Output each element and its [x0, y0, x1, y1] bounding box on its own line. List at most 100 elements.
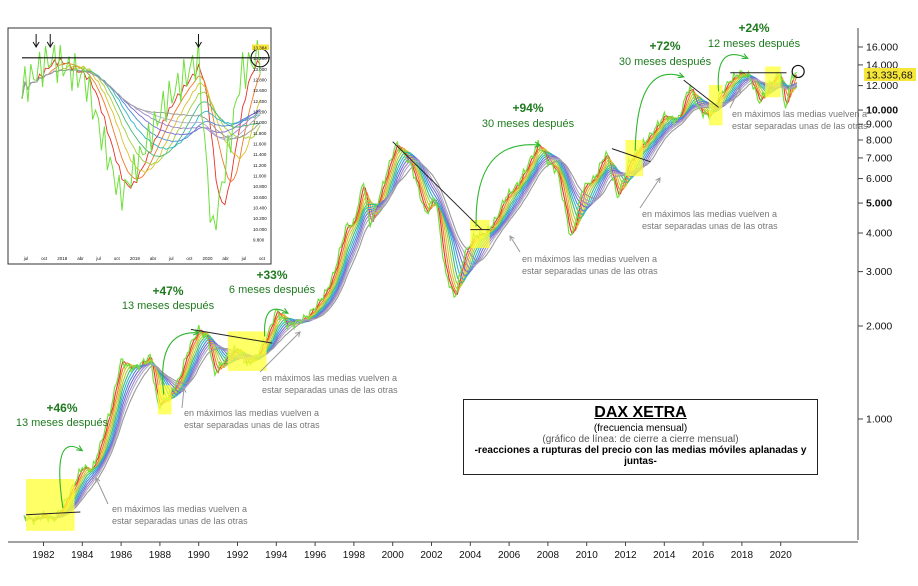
- inset-x-tick-11: 2020: [203, 256, 214, 261]
- note-arrow-1: [95, 477, 109, 505]
- inset-x-tick-5: jul: [95, 256, 101, 261]
- gain-duration-1: 13 meses después: [16, 417, 109, 429]
- note-arrow-6: [729, 87, 741, 109]
- y-tick-label-4: 10.000: [866, 105, 898, 117]
- chart-title: DAX XETRA: [594, 404, 687, 421]
- gain-label-5: +72%: [649, 39, 680, 53]
- gain-arc-4: [475, 144, 541, 227]
- x-tick-label-15: 2010: [576, 550, 599, 561]
- y-tick-label-1: 16.000: [866, 42, 898, 54]
- note-4-line2: estar separadas unas de las otras: [522, 266, 658, 276]
- x-tick-label-7: 1994: [265, 550, 288, 561]
- inset-x-tick-13: jul: [241, 256, 247, 261]
- note-arrow-head-4: [509, 235, 515, 242]
- price-series: [23, 69, 798, 525]
- chart-subtitle: (frecuencia mensual): [593, 423, 688, 434]
- inset-x-tick-4: abr: [77, 256, 84, 261]
- note-1-line1: en máximos las medias vuelven a: [112, 504, 247, 514]
- inset-last-value-bg: [252, 44, 269, 50]
- y-tick-label-5: 9.000: [866, 119, 892, 131]
- note-arrow-head-2: [180, 386, 187, 393]
- inset-x-tick-2: oct: [41, 256, 48, 261]
- gain-arc-head-2: [192, 329, 200, 336]
- note-5-line2: estar separadas unas de las otras: [642, 221, 778, 231]
- y-tick-label-13: 1.000: [866, 414, 892, 426]
- gain-duration-2: 13 meses después: [122, 300, 215, 312]
- inset-moving-average-11: [21, 69, 261, 140]
- inset-arrow-head-1: [32, 41, 40, 48]
- x-tick-label-4: 1988: [149, 550, 172, 561]
- gain-arc-head-5: [677, 72, 685, 79]
- gain-arc-1: [59, 445, 83, 509]
- inset-lines: [21, 34, 270, 231]
- inset-x-tick-6: oct: [114, 256, 121, 261]
- x-tick-label-10: 2000: [382, 550, 405, 561]
- chart-decorations: [26, 53, 805, 531]
- trendline-1: [26, 511, 81, 516]
- note-arrow-head-3: [295, 331, 301, 337]
- gain-arc-head-1: [76, 445, 84, 452]
- inset-y-axis: 13.384 13.200 13.000 12.800 12.600 12.400 12.2…: [252, 44, 269, 243]
- note-6-line1: en máximos las medias vuelven a: [732, 109, 867, 119]
- note-arrow-head-6: [735, 87, 741, 94]
- moving-average-11: [23, 80, 798, 520]
- last-value-circle: [791, 64, 805, 79]
- inset-y-tick-2: 13.200: [253, 56, 267, 61]
- gain-duration-5: 30 meses después: [619, 56, 712, 68]
- x-axis: 1982 1984 1986 1988 1990 1992 1994 1996 1998 2000…: [8, 541, 858, 561]
- inset-x-axis: jul oct 2018 abr jul oct 2019 abr jul oct 2020 abr j…: [23, 256, 266, 261]
- trendline-6: [683, 79, 719, 108]
- x-tick-label-16: 2012: [614, 550, 637, 561]
- gain-arc-5: [634, 73, 684, 151]
- price-line: [23, 69, 798, 525]
- moving-average-4: [23, 74, 798, 520]
- inset-x-tick-10: oct: [186, 256, 193, 261]
- last-value-label: 13.335,68: [866, 70, 913, 82]
- gain-duration-6: 12 meses después: [708, 38, 801, 50]
- note-arrow-4: [509, 235, 521, 253]
- x-tick-label-9: 1998: [343, 550, 366, 561]
- inset-y-tick-17: 10.200: [253, 216, 267, 221]
- x-tick-label-13: 2006: [498, 550, 521, 561]
- inset-y-tick-10: 11.600: [253, 142, 267, 147]
- y-tick-label-7: 7.000: [866, 152, 892, 164]
- inset-y-tick-11: 11.400: [253, 152, 267, 157]
- gain-arc-head-3: [281, 307, 290, 314]
- x-tick-label-6: 1992: [226, 550, 249, 561]
- inset-x-tick-14: oct: [259, 256, 266, 261]
- inset-y-tick-5: 12.600: [253, 88, 267, 93]
- last-value-bg: [864, 68, 916, 81]
- inset-y-tick-7: 12.200: [253, 110, 267, 115]
- inset-y-tick-8: 12.000: [253, 120, 267, 125]
- inset-y-tick-19: 9.800: [253, 238, 265, 243]
- x-tick-label-18: 2016: [692, 550, 715, 561]
- inset-y-tick-16: 10.400: [253, 206, 267, 211]
- y-tick-label-3: 12.000: [866, 80, 898, 92]
- gain-duration-3: 6 meses después: [229, 284, 316, 296]
- inset-x-tick-7: 2019: [130, 256, 141, 261]
- x-tick-label-17: 2014: [653, 550, 676, 561]
- x-tick-label-8: 1996: [304, 550, 327, 561]
- trendline-2: [190, 328, 273, 344]
- inset-y-tick-1: 13.384: [253, 46, 267, 51]
- inset-moving-average-3: [21, 64, 261, 174]
- x-tick-label-20: 2020: [770, 550, 793, 561]
- y-tick-label-9: 5.000: [866, 198, 892, 210]
- consolidation-highlight-3: [227, 331, 267, 371]
- inset-x-tick-3: 2018: [57, 256, 68, 261]
- gain-arc-6: [717, 54, 748, 92]
- x-tick-label-12: 2004: [459, 550, 482, 561]
- inset-y-tick-14: 10.800: [253, 184, 267, 189]
- inset-x-tick-8: abr: [150, 256, 157, 261]
- note-3-line2: estar separadas unas de las otras: [262, 385, 398, 395]
- consolidation-highlight-7: [765, 66, 781, 98]
- inset-x-tick-12: abr: [222, 256, 229, 261]
- y-tick-label-11: 3.000: [866, 266, 892, 278]
- inset-y-tick-12: 11.200: [253, 163, 267, 168]
- note-6-line2: estar separadas unas de las otras: [732, 121, 868, 131]
- note-arrow-head-1: [95, 477, 101, 484]
- inset-arrow-head-3: [195, 41, 202, 48]
- last-value-tag: 13.335,68: [864, 68, 916, 82]
- gain-label-6: +24%: [738, 21, 769, 35]
